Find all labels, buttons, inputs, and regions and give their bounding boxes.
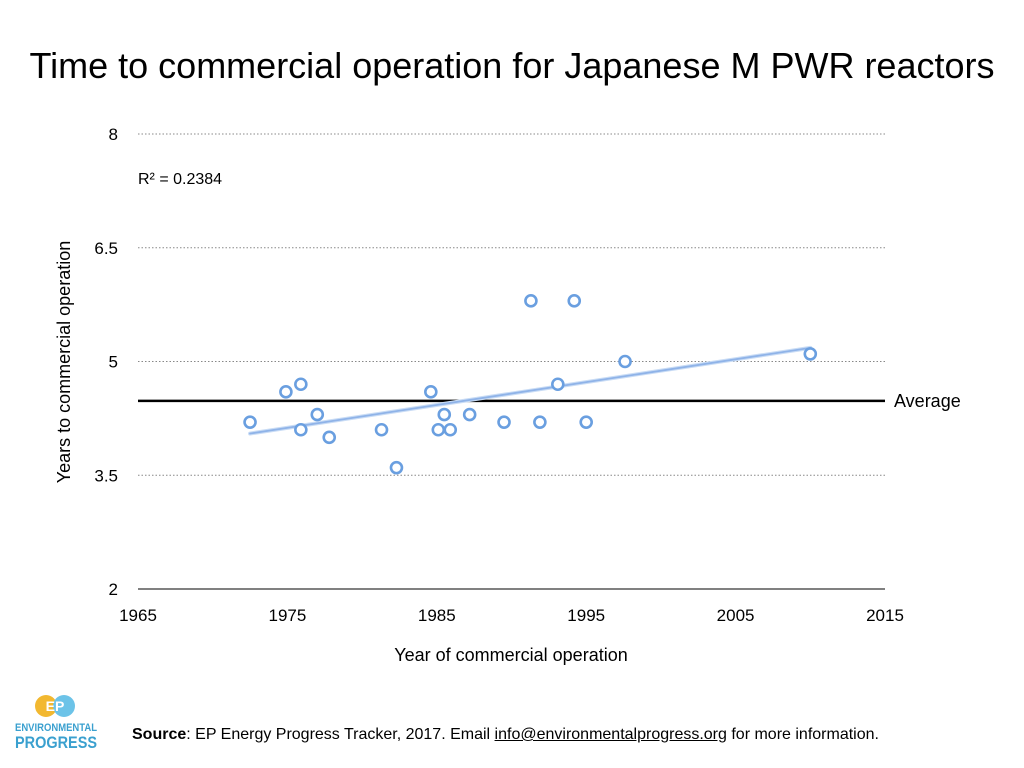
data-point	[533, 415, 547, 429]
y-tick-label: 5	[109, 353, 118, 372]
x-tick-label: 2005	[717, 606, 755, 625]
logo-circle-right	[53, 695, 75, 717]
source-label: Source	[132, 726, 187, 743]
data-point	[431, 422, 446, 437]
average-label: Average	[894, 391, 961, 411]
data-point	[243, 415, 257, 429]
logo-circle-left	[35, 695, 57, 717]
y-axis-label: Years to commercial operation	[54, 241, 74, 483]
chart-title: Time to commercial operation for Japanes…	[29, 45, 994, 86]
data-point	[279, 385, 293, 399]
logo-line2: PROGRESS	[15, 733, 97, 752]
y-axis-ticks: 2 3.5 5 6.5 8	[94, 125, 118, 599]
x-tick-label: 2015	[866, 606, 904, 625]
data-point	[618, 354, 632, 369]
y-tick-label: 6.5	[94, 239, 118, 258]
environmental-progress-logo: EP ENVIRONMENTAL PROGRESS	[15, 695, 97, 752]
average-line-group: Average	[138, 391, 961, 411]
data-point	[579, 415, 594, 429]
x-tick-label: 1965	[119, 606, 157, 625]
data-points	[243, 294, 818, 475]
r-squared-annotation: R² = 0.2384	[138, 171, 222, 188]
trendline-group	[248, 345, 813, 436]
data-point	[497, 415, 511, 429]
data-point	[524, 294, 538, 308]
trendline	[249, 346, 812, 435]
data-point	[803, 347, 818, 361]
data-point	[551, 377, 565, 392]
x-axis-ticks: 1965 1975 1985 1995 2005 2015	[119, 606, 904, 625]
source-text: : EP Energy Progress Tracker, 2017. Emai…	[186, 726, 495, 743]
source-tail: for more information.	[726, 726, 879, 743]
x-tick-label: 1995	[567, 606, 605, 625]
data-point	[567, 294, 582, 308]
data-point	[443, 422, 458, 437]
data-point	[462, 407, 477, 422]
logo-line1: ENVIRONMENTAL	[15, 722, 97, 734]
data-point	[322, 430, 337, 445]
data-point	[294, 377, 308, 392]
data-point	[424, 385, 438, 399]
y-tick-label: 2	[109, 580, 118, 599]
data-point	[310, 407, 325, 422]
data-point	[437, 407, 452, 422]
logo-mark: EP	[46, 698, 65, 714]
source-footer: Source: EP Energy Progress Tracker, 2017…	[132, 726, 879, 744]
x-tick-label: 1975	[268, 606, 306, 625]
x-tick-label: 1985	[418, 606, 456, 625]
y-tick-label: 8	[109, 125, 118, 144]
data-point	[294, 422, 308, 437]
scatter-chart: Time to commercial operation for Japanes…	[29, 45, 994, 665]
data-point	[374, 422, 389, 437]
x-axis-label: Year of commercial operation	[394, 645, 627, 665]
y-tick-label: 3.5	[94, 466, 118, 485]
email-link[interactable]: info@environmentalprogress.org	[494, 726, 727, 743]
data-point	[389, 460, 404, 475]
